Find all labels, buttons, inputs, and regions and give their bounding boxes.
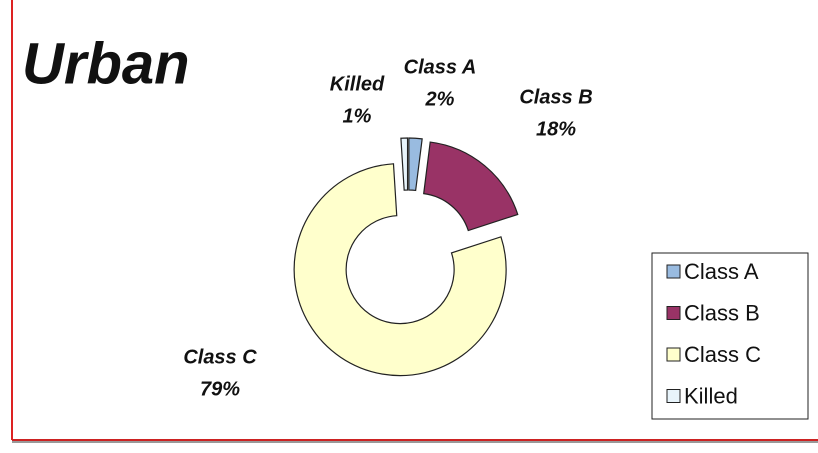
legend-label: Class A [684,259,759,284]
donut-slice [293,163,507,377]
slice-value-label: 2% [425,88,455,110]
legend-label: Killed [684,383,738,408]
legend-label: Class C [684,342,761,367]
slice-label: Class A [404,56,477,78]
slice-value-label: 79% [200,378,240,400]
donut-slice [400,137,409,191]
slice-value-label: 18% [536,118,576,140]
legend-label: Class B [684,300,760,325]
chart-title: Urban [22,31,190,96]
legend-swatch [666,264,681,279]
donut-slice [423,141,519,232]
donut-slice [408,137,423,192]
legend-swatch [666,389,681,403]
slice-label: Class C [183,346,257,368]
slice-label: Killed [330,73,385,95]
legend-swatch [666,306,681,320]
slice-value-label: 1% [343,105,372,127]
slice-label: Class B [519,86,592,108]
legend-swatch [666,347,681,362]
